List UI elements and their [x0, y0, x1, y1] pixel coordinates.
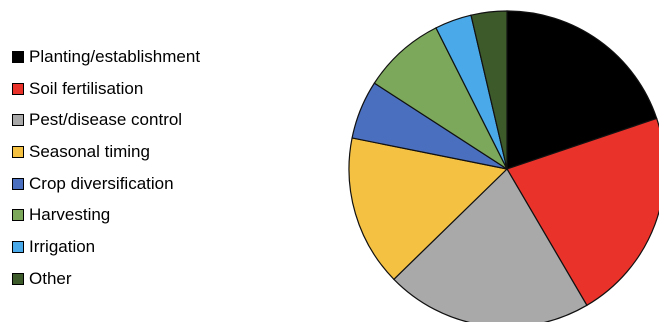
- legend-swatch: [12, 145, 24, 158]
- pie-slice-soil-fertilisation: [506, 117, 659, 307]
- legend-item: Seasonal timing: [12, 136, 200, 168]
- pie-slice-seasonal-timing: [348, 137, 509, 281]
- pie-slice-planting-establishment: [506, 10, 658, 170]
- legend-swatch: [12, 50, 24, 63]
- legend-swatch: [12, 114, 24, 127]
- legend-swatch: [12, 177, 24, 190]
- legend-item: Planting/establishment: [12, 41, 200, 73]
- legend-swatch: [12, 240, 24, 253]
- legend-label: Irrigation: [29, 236, 96, 256]
- legend-item: Pest/disease control: [12, 104, 200, 136]
- legend-item: Other: [12, 263, 200, 295]
- legend-label: Pest/disease control: [29, 110, 183, 130]
- legend-label: Planting/establishment: [29, 46, 201, 66]
- legend-label: Other: [29, 268, 72, 288]
- legend-swatch: [12, 82, 24, 95]
- legend-item: Harvesting: [12, 199, 200, 231]
- legend-item: Irrigation: [12, 231, 200, 263]
- legend-label: Harvesting: [29, 205, 111, 225]
- legend-label: Soil fertilisation: [29, 78, 144, 98]
- legend-item: Soil fertilisation: [12, 73, 200, 105]
- pie-slice-other: [470, 10, 508, 170]
- chart-legend: Planting/establishment Soil fertilisation…: [12, 41, 200, 295]
- legend-label: Crop diversification: [29, 173, 174, 193]
- pie-slice-pest-disease-control: [393, 168, 588, 322]
- legend-item: Crop diversification: [12, 168, 200, 200]
- legend-swatch: [12, 272, 24, 285]
- legend-label: Seasonal timing: [29, 141, 150, 161]
- legend-swatch: [12, 209, 24, 222]
